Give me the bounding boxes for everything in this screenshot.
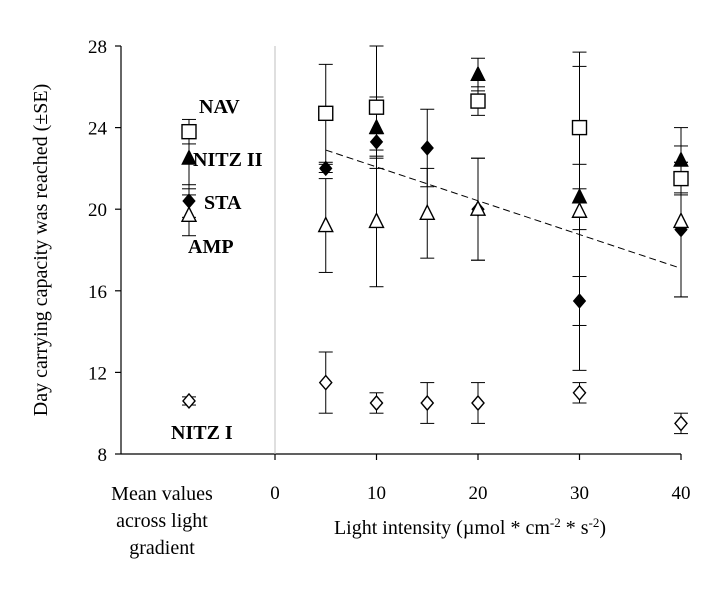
nitz-i-point xyxy=(420,394,435,412)
amp-point xyxy=(368,211,385,229)
amp-point xyxy=(672,211,690,229)
nitz-i-mean-point xyxy=(182,392,196,410)
y-tick-label: 28 xyxy=(88,37,107,58)
mean-values-label: across light xyxy=(116,510,208,532)
nitz-i-point xyxy=(369,394,384,412)
amp-point xyxy=(571,201,588,218)
sta-point xyxy=(319,160,333,177)
y-tick-label: 20 xyxy=(88,200,107,221)
y-tick-label: 12 xyxy=(88,363,107,384)
nav-point xyxy=(571,119,588,136)
nitz-ii-point xyxy=(571,187,588,204)
amp-point xyxy=(469,199,487,216)
nav-point xyxy=(368,99,385,115)
x-tick-label: 0 xyxy=(270,483,280,504)
series-label-sta: STA xyxy=(204,192,242,214)
nitz-ii-point xyxy=(368,118,385,135)
mean-values-label: Mean values xyxy=(111,483,213,505)
nitz-i-point xyxy=(318,374,333,391)
series-label-nav: NAV xyxy=(199,96,240,118)
mean-values-label: gradient xyxy=(129,537,195,559)
series-label-nitz-ii: NITZ II xyxy=(193,149,263,171)
y-axis-label: Day carrying capacity was reached (±SE) xyxy=(30,84,52,416)
series-label-nitz-i: NITZ I xyxy=(171,422,233,444)
amp-point xyxy=(419,203,436,220)
x-tick-label: 20 xyxy=(469,483,488,504)
sta-point xyxy=(369,134,384,150)
nitz-i-point xyxy=(572,384,587,401)
x-tick-label: 10 xyxy=(367,483,386,504)
sta-point xyxy=(572,293,587,309)
nitz-ii-point xyxy=(470,65,486,82)
nitz-i-point xyxy=(674,415,688,432)
y-tick-label: 8 xyxy=(98,445,108,466)
x-tick-label: 30 xyxy=(570,483,589,504)
series-label-amp: AMP xyxy=(188,236,234,258)
x-tick-label: 40 xyxy=(672,483,691,504)
trendline xyxy=(325,149,682,269)
y-tick-label: 24 xyxy=(88,119,108,140)
nitz-ii-point xyxy=(673,151,689,167)
nav-mean-point xyxy=(181,123,197,140)
x-axis-label: Light intensity (µmol * cm-2 * s-2) xyxy=(334,515,606,540)
y-tick-label: 16 xyxy=(88,282,107,303)
nav-point xyxy=(470,93,486,109)
nitz-i-point xyxy=(471,394,485,412)
amp-mean-point xyxy=(180,205,198,223)
sta-point xyxy=(420,140,434,156)
nav-point xyxy=(318,105,334,122)
nitz-ii-mean-point xyxy=(181,149,197,165)
nav-point xyxy=(673,170,689,187)
amp-point xyxy=(317,215,334,233)
